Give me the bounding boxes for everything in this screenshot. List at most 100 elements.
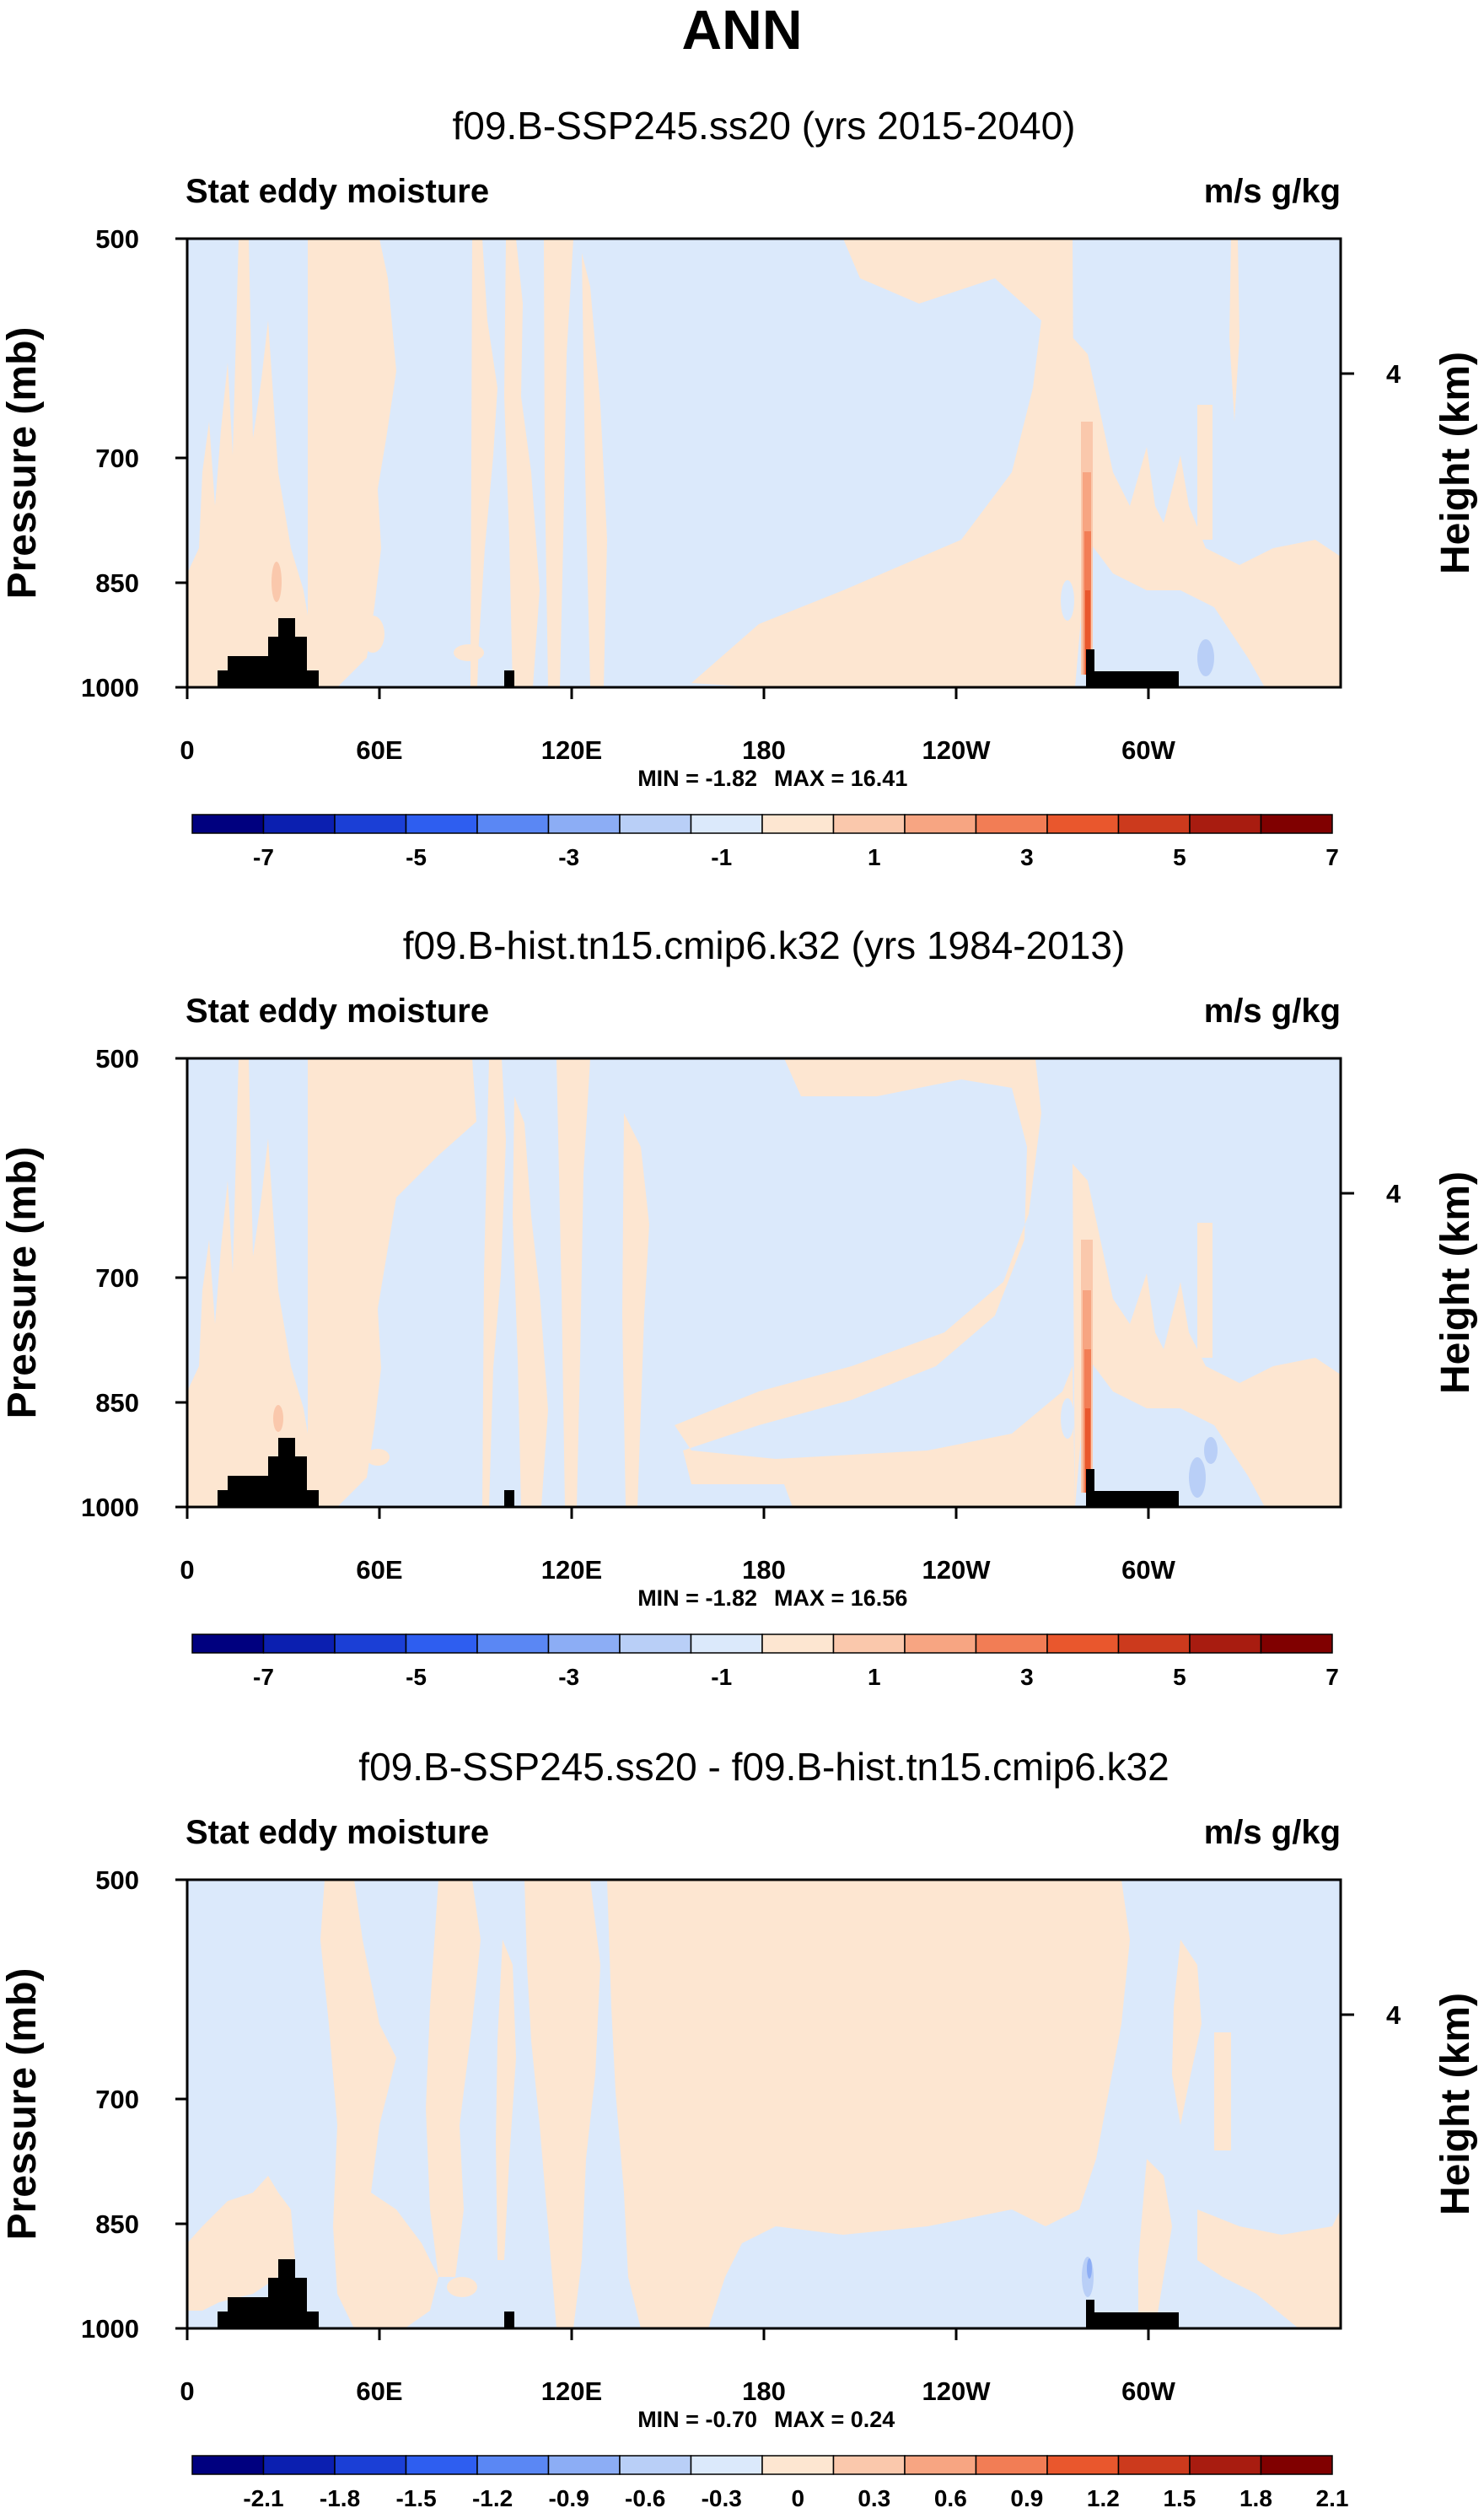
colorbar-swatch — [975, 2455, 1048, 2475]
colorbar-swatch — [975, 1633, 1048, 1654]
plot-area — [187, 239, 1341, 687]
min-label: MIN = -1.82 — [637, 1585, 757, 1611]
colorbar-swatch — [476, 2455, 550, 2475]
positive-region — [544, 239, 573, 687]
right-axis-label: Height (km) — [1433, 1171, 1478, 1394]
colorbar-swatch — [547, 2455, 621, 2475]
colorbar-swatch — [619, 814, 692, 834]
colorbar-swatch — [1260, 2455, 1333, 2475]
x-tick-label: 0 — [180, 735, 194, 765]
topography — [1086, 2300, 1179, 2328]
positive-spot — [447, 2277, 477, 2297]
colorbar-swatch — [832, 1633, 906, 1654]
colorbar-swatch — [1189, 1633, 1262, 1654]
colorbar-swatch — [1117, 1633, 1191, 1654]
colorbar-label: -7 — [253, 1664, 274, 1690]
positive-region — [1197, 405, 1212, 540]
colorbar-label: -0.3 — [702, 2485, 742, 2508]
colorbar-label: 2.1 — [1316, 2485, 1349, 2508]
y-tick-label: 500 — [95, 1865, 139, 1895]
colorbar-swatch — [334, 1633, 407, 1654]
topography — [504, 670, 514, 687]
colorbar-label: -5 — [406, 844, 427, 870]
right-tick-label: 4 — [1386, 2000, 1401, 2030]
colorbar-label: -7 — [253, 844, 274, 870]
positive-region — [1197, 2209, 1341, 2328]
positive-core — [272, 562, 282, 602]
panel-title: f09.B-SSP245.ss20 (yrs 2015-2040) — [453, 104, 1076, 148]
panel-title: f09.B-hist.tn15.cmip6.k32 (yrs 1984-2013… — [403, 923, 1126, 967]
positive-region — [691, 239, 1075, 687]
y-tick-label: 850 — [95, 1388, 139, 1418]
x-tick-label: 120W — [922, 2376, 992, 2406]
positive-spot — [454, 644, 484, 661]
x-tick-label: 0 — [180, 2376, 194, 2406]
variable-label: Stat eddy moisture — [186, 173, 489, 210]
positive-core — [1085, 590, 1090, 675]
plot-area — [187, 1058, 1341, 1507]
colorbar-label: 7 — [1325, 1664, 1339, 1690]
right-tick-label: 4 — [1386, 359, 1401, 389]
topography — [218, 1438, 319, 1507]
colorbar-swatch — [1260, 1633, 1333, 1654]
panel-3: f09.B-SSP245.ss20 - f09.B-hist.tn15.cmip… — [0, 1745, 1478, 2508]
y-axis-label: Pressure (mb) — [0, 1968, 45, 2241]
positive-region — [1214, 2032, 1231, 2150]
colorbar-swatch — [1117, 814, 1191, 834]
units-label: m/s g/kg — [1204, 173, 1341, 210]
colorbar-label: -1 — [711, 1664, 732, 1690]
colorbar-label: -1 — [711, 844, 732, 870]
colorbar-swatch — [1189, 2455, 1262, 2475]
negative-spot — [1087, 2258, 1092, 2279]
y-axis-label: Pressure (mb) — [0, 327, 45, 600]
colorbar-label: 1 — [868, 1664, 881, 1690]
colorbar-swatch — [191, 1633, 265, 1654]
colorbar-swatch — [832, 2455, 906, 2475]
colorbar-label: -3 — [558, 1664, 579, 1690]
y-tick-label: 700 — [95, 1263, 139, 1293]
positive-region — [187, 2176, 295, 2311]
positive-region — [308, 239, 396, 687]
positive-region — [622, 1113, 649, 1507]
x-tick-label: 120W — [922, 735, 992, 765]
colorbar-swatch — [1046, 814, 1120, 834]
colorbar-label: 0 — [791, 2485, 804, 2508]
positive-spot — [361, 616, 384, 653]
positive-region — [308, 1058, 476, 1507]
colorbar-swatch — [191, 2455, 265, 2475]
positive-region — [482, 1058, 506, 1507]
panel-title: f09.B-SSP245.ss20 - f09.B-hist.tn15.cmip… — [358, 1745, 1169, 1789]
positive-region — [504, 239, 540, 687]
y-axis-label: Pressure (mb) — [0, 1147, 45, 1419]
colorbar: -7 -5 -3 -1 1 3 5 7 — [191, 814, 1339, 870]
y-tick-label: 700 — [95, 2085, 139, 2114]
y-tick-label: 500 — [95, 1044, 139, 1074]
variable-label: Stat eddy moisture — [186, 993, 489, 1030]
x-tick-label: 120E — [541, 735, 602, 765]
colorbar: -7 -5 -3 -1 1 3 5 7 — [191, 1633, 1339, 1690]
positive-region — [496, 1940, 516, 2260]
figure-title: ANN — [682, 0, 803, 61]
positive-region — [320, 1880, 438, 2328]
y-tick-label: 850 — [95, 2209, 139, 2239]
axis-ticks — [175, 1878, 1354, 2340]
max-label: MAX = 16.41 — [774, 766, 907, 791]
negative-spot — [1061, 580, 1074, 621]
positive-core — [1085, 1408, 1090, 1493]
plot-area — [187, 1880, 1341, 2328]
topography — [218, 2259, 319, 2328]
positive-region — [1073, 337, 1341, 687]
x-tick-label: 60W — [1121, 2376, 1175, 2406]
x-tick-label: 180 — [742, 2376, 786, 2406]
y-tick-label: 500 — [95, 224, 139, 254]
colorbar-swatch — [904, 1633, 977, 1654]
topography — [1086, 1469, 1179, 1507]
min-label: MIN = -0.70 — [637, 2407, 757, 2432]
colorbar-label: -1.5 — [395, 2485, 436, 2508]
colorbar-swatch — [904, 2455, 977, 2475]
colorbar-label: 1.5 — [1163, 2485, 1196, 2508]
x-tick-label: 120E — [541, 2376, 602, 2406]
x-tick-label: 0 — [180, 1555, 194, 1585]
colorbar-swatch — [405, 1633, 478, 1654]
